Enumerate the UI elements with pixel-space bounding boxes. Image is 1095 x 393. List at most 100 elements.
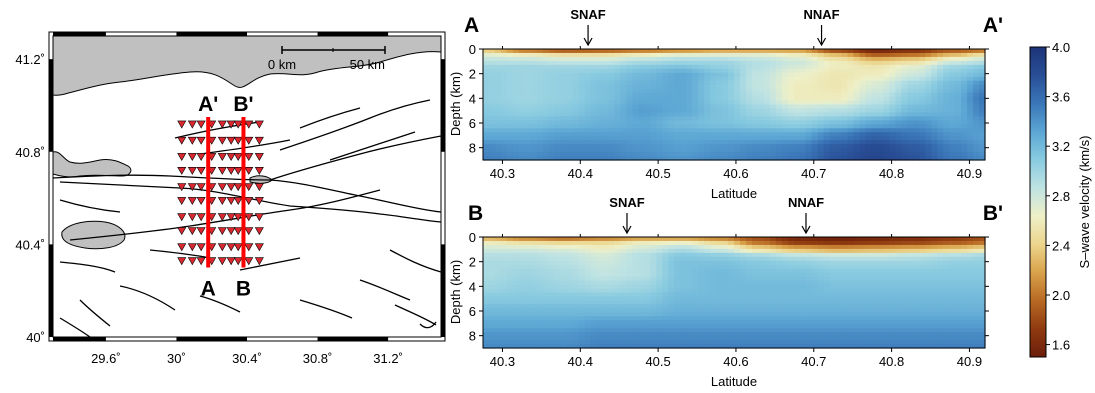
- velocity-cell: [919, 61, 926, 66]
- velocity-cell: [889, 308, 896, 313]
- velocity-cell: [883, 285, 890, 290]
- velocity-cell: [973, 324, 980, 329]
- velocity-cell: [650, 300, 657, 305]
- velocity-cell: [937, 253, 944, 258]
- velocity-cell: [716, 73, 723, 78]
- velocity-cell: [579, 128, 586, 133]
- velocity-cell: [632, 308, 639, 313]
- velocity-cell: [913, 320, 920, 325]
- velocity-cell: [483, 77, 490, 82]
- velocity-cell: [501, 152, 508, 157]
- velocity-cell: [674, 293, 681, 298]
- velocity-cell: [597, 249, 604, 254]
- velocity-cell: [937, 312, 944, 317]
- velocity-cell: [752, 128, 759, 133]
- velocity-cell: [848, 285, 855, 290]
- velocity-cell: [758, 312, 765, 317]
- velocity-cell: [579, 289, 586, 294]
- velocity-cell: [722, 116, 729, 121]
- velocity-cell: [698, 152, 705, 157]
- velocity-cell: [925, 245, 932, 250]
- velocity-cell: [889, 112, 896, 117]
- velocity-cell: [531, 253, 538, 258]
- velocity-cell: [650, 277, 657, 282]
- velocity-cell: [740, 277, 747, 282]
- velocity-cell: [836, 53, 843, 58]
- velocity-cell: [680, 281, 687, 286]
- velocity-cell: [603, 148, 610, 153]
- velocity-cell: [734, 281, 741, 286]
- velocity-cell: [746, 73, 753, 78]
- velocity-cell: [567, 108, 574, 113]
- velocity-cell: [704, 73, 711, 78]
- velocity-cell: [609, 61, 616, 66]
- velocity-cell: [573, 340, 580, 345]
- velocity-cell: [561, 69, 568, 74]
- velocity-cell: [925, 144, 932, 149]
- velocity-cell: [925, 97, 932, 102]
- velocity-cell: [937, 85, 944, 90]
- velocity-cell: [614, 304, 621, 309]
- velocity-cell: [585, 237, 592, 242]
- velocity-cell: [901, 140, 908, 145]
- velocity-cell: [656, 316, 663, 321]
- velocity-cell: [860, 269, 867, 274]
- velocity-cell: [537, 97, 544, 102]
- velocity-cell: [919, 257, 926, 262]
- velocity-cell: [614, 136, 621, 141]
- velocity-cell: [901, 61, 908, 66]
- velocity-cell: [758, 304, 765, 309]
- velocity-cell: [865, 241, 872, 246]
- velocity-cell: [776, 152, 783, 157]
- velocity-cell: [776, 112, 783, 117]
- velocity-cell: [740, 81, 747, 86]
- velocity-cell: [597, 336, 604, 341]
- velocity-cell: [913, 132, 920, 137]
- velocity-cell: [901, 320, 908, 325]
- velocity-cell: [865, 132, 872, 137]
- velocity-cell: [650, 101, 657, 106]
- velocity-cell: [919, 300, 926, 305]
- velocity-cell: [674, 132, 681, 137]
- velocity-cell: [854, 336, 861, 341]
- velocity-cell: [597, 253, 604, 258]
- velocity-cell: [901, 65, 908, 70]
- velocity-cell: [770, 265, 777, 270]
- velocity-cell: [824, 316, 831, 321]
- velocity-cell: [501, 328, 508, 333]
- velocity-cell: [865, 281, 872, 286]
- velocity-cell: [722, 85, 729, 90]
- velocity-cell: [722, 81, 729, 86]
- velocity-cell: [495, 57, 502, 62]
- velocity-cell: [638, 105, 645, 110]
- velocity-cell: [632, 237, 639, 242]
- velocity-cell: [597, 269, 604, 274]
- velocity-cell: [728, 61, 735, 66]
- velocity-cell: [531, 265, 538, 270]
- velocity-cell: [728, 65, 735, 70]
- velocity-cell: [614, 237, 621, 242]
- velocity-cell: [525, 85, 532, 90]
- velocity-cell: [489, 237, 496, 242]
- velocity-cell: [716, 53, 723, 58]
- velocity-cell: [644, 241, 651, 246]
- velocity-cell: [788, 116, 795, 121]
- velocity-cell: [716, 140, 723, 145]
- velocity-cell: [507, 93, 514, 98]
- velocity-cell: [656, 69, 663, 74]
- velocity-cell: [788, 89, 795, 94]
- velocity-cell: [788, 144, 795, 149]
- velocity-cell: [806, 253, 813, 258]
- velocity-cell: [609, 105, 616, 110]
- velocity-cell: [603, 116, 610, 121]
- velocity-cell: [519, 312, 526, 317]
- velocity-cell: [555, 265, 562, 270]
- velocity-cell: [794, 273, 801, 278]
- velocity-cell: [907, 336, 914, 341]
- velocity-cell: [519, 85, 526, 90]
- velocity-cell: [549, 257, 556, 262]
- velocity-cell: [585, 89, 592, 94]
- velocity-cell: [573, 108, 580, 113]
- velocity-cell: [519, 73, 526, 78]
- velocity-cell: [489, 320, 496, 325]
